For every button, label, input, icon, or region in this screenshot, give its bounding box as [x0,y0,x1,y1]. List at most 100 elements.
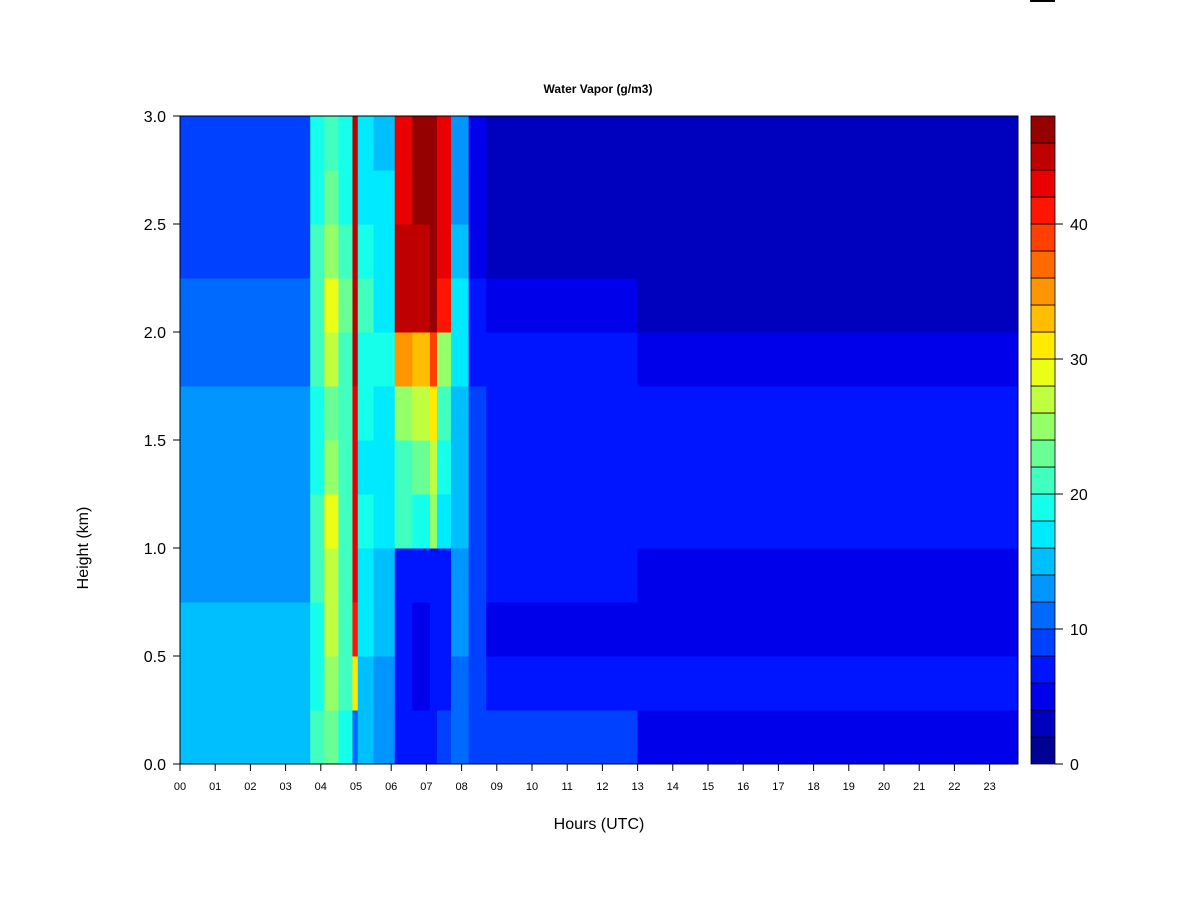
heatmap-cell [486,224,639,279]
heatmap-cell [373,440,396,495]
heatmap-cell [338,602,353,657]
heatmap-cell [373,602,396,657]
colorbar-level [1030,196,1056,225]
heatmap-cell [637,224,1019,279]
heatmap-cell [310,602,325,657]
heatmap-cell [338,116,353,171]
heatmap-cell [637,278,1019,333]
heatmap-cell [637,116,1019,171]
heatmap-cell [324,224,339,279]
colorbar-level [1030,412,1056,441]
heatmap-cell [429,170,438,225]
heatmap-cell [468,548,487,603]
heatmap-cell [324,332,339,387]
colorbar-level [1030,547,1056,576]
colorbar-level [1030,115,1056,144]
x-tick-label: 15 [702,781,714,793]
heatmap-cell [338,440,353,495]
heatmap-cell [436,710,452,765]
heatmap-cell [486,278,639,333]
heatmap-cell [324,710,339,765]
heatmap-cell [468,440,487,495]
heatmap-cell [324,602,339,657]
heatmap-cell [352,386,359,441]
x-tick-label: 08 [455,781,467,793]
heatmap-cell [486,602,639,657]
x-tick-label: 02 [244,781,256,793]
colorbar-tick-label: 20 [1070,487,1088,504]
heatmap-cell [451,386,470,441]
heatmap-cell [436,494,452,549]
heatmap-cell [394,386,413,441]
colorbar-level [1030,601,1056,630]
x-tick-label: 04 [315,781,327,793]
heatmap-cell [352,278,359,333]
colorbar-level [1030,439,1056,468]
heatmap-cell [451,440,470,495]
heatmap-cell [310,386,325,441]
heatmap-cell [324,278,339,333]
colorbar: 0 10 20 30 40 [1030,115,1088,774]
heatmap-cell [637,386,1019,441]
heatmap-cell [310,332,325,387]
colorbar-tick-label: 10 [1070,622,1088,639]
y-tick-label: 2.0 [144,325,166,342]
heatmap-cell [486,116,639,171]
heatmap-cell [412,602,431,657]
heatmap-cell [412,386,431,441]
heatmap-cell [394,332,413,387]
heatmap-cell [451,548,470,603]
colorbar-level [1030,655,1056,684]
heatmap-cell [373,170,396,225]
x-tick-label: 14 [667,781,679,793]
heatmap-cell [180,386,311,441]
heatmap-cell [310,494,325,549]
heatmap-cell [412,440,431,495]
heatmap-cell [637,494,1019,549]
heatmap-cell [373,710,396,765]
heatmap-cell [412,548,431,603]
heatmap-cell [352,170,359,225]
x-tick-label: 21 [913,781,925,793]
x-tick-label: 01 [209,781,221,793]
colorbar-level [1030,304,1056,333]
colorbar-level [1030,466,1056,495]
colorbar-level [1030,223,1056,252]
colorbar-level [1030,142,1056,171]
colorbar-level [1030,385,1056,414]
heatmap-cell [324,440,339,495]
heatmap-cell [394,116,413,171]
colorbar-level [1030,628,1056,657]
heatmap-cell [352,710,359,765]
heatmap-cell [352,494,359,549]
heatmap-cell [338,386,353,441]
heatmap-cell [637,548,1019,603]
heatmap-cell [486,170,639,225]
heatmap-cell [357,710,375,765]
y-tick-label: 2.5 [144,217,166,234]
heatmap-cell [451,602,470,657]
x-tick-label: 07 [420,781,432,793]
heatmap-cell [352,116,359,171]
colorbar-level [1030,358,1056,387]
heatmap-cell [429,656,438,711]
heatmap-cell [373,332,396,387]
y-tick-label: 1.5 [144,433,166,450]
colorbar-tick-label: 30 [1070,352,1088,369]
heatmap-cell [310,656,325,711]
heatmap-cell [429,278,438,333]
heatmap-cell [468,656,487,711]
heatmap-cell [637,440,1019,495]
y-axis: 0.0 0.5 1.0 1.5 2.0 2.5 3.0 [144,109,180,774]
heatmap-cell [637,602,1019,657]
heatmap-cell [468,602,487,657]
heatmap-cell [429,386,438,441]
heatmap-cell [373,278,396,333]
heatmap-cell [357,548,375,603]
heatmap-cell [352,602,359,657]
heatmap-cell [180,278,311,333]
heatmap-cell [357,278,375,333]
heatmap-cell [394,656,413,711]
y-axis-label: Height (km) [75,507,92,590]
heatmap-cell [436,602,452,657]
